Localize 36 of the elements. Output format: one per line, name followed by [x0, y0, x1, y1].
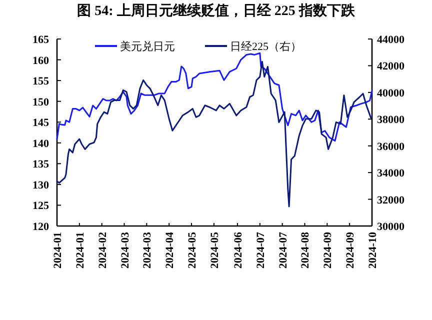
- y-tick-label: 155: [32, 76, 50, 88]
- y2-tick-label: 44000: [377, 34, 405, 46]
- y-tick-label: 140: [32, 138, 50, 150]
- x-tick-label: 2024-03: [142, 232, 154, 269]
- x-tick-label: 2024-06: [232, 232, 244, 269]
- y2-tick-label: 30000: [377, 221, 405, 233]
- y2-tick-label: 38000: [377, 114, 405, 126]
- y2-tick-label: 40000: [377, 87, 405, 100]
- y2-tick-label: 32000: [377, 194, 405, 206]
- x-tick-label: 2024-04: [164, 232, 176, 269]
- legend-label: 日经225（右）: [230, 41, 302, 53]
- x-tick-label: 2024-09: [344, 232, 357, 269]
- y-tick-label: 150: [32, 96, 50, 108]
- legend-label: 美元兑日元: [120, 40, 175, 53]
- chart-title: 图 54: 上周日元继续贬值，日经 225 指数下跌: [77, 3, 356, 19]
- y-tick-label: 130: [32, 179, 50, 192]
- x-tick-label: 2024-03: [119, 232, 132, 269]
- y-tick-label: 120: [32, 221, 50, 233]
- x-tick-label: 2024-09: [322, 232, 334, 269]
- x-tick-label: 2024-01: [52, 232, 64, 269]
- x-tick-label: 2024-10: [367, 232, 379, 269]
- y2-tick-label: 42000: [377, 60, 405, 73]
- y-tick-label: 160: [32, 54, 50, 67]
- y-tick-label: 145: [32, 117, 50, 130]
- x-tick-label: 2024-08: [300, 232, 312, 269]
- y2-tick-label: 36000: [377, 140, 405, 153]
- y-tick-label: 125: [32, 200, 50, 212]
- y2-tick-label: 34000: [377, 168, 405, 180]
- y-tick-label: 135: [32, 158, 50, 171]
- x-tick-label: 2024-01: [74, 232, 86, 269]
- y-tick-label: 165: [32, 34, 50, 46]
- x-tick-label: 2024-07: [277, 232, 290, 269]
- x-tick-label: 2024-05: [208, 232, 221, 269]
- x-tick-label: 2024-07: [254, 232, 267, 269]
- x-tick-label: 2024-02: [96, 232, 109, 269]
- x-tick-label: 2024-05: [186, 232, 199, 269]
